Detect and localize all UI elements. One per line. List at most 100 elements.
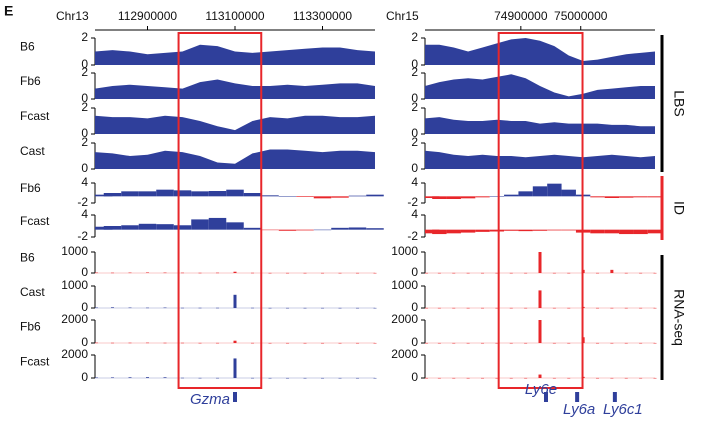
read-bar (286, 342, 289, 344)
gene: Gzma (190, 391, 230, 408)
difference-bar (547, 229, 562, 231)
read-bar (373, 272, 377, 274)
y-tick-label: 2 (81, 135, 88, 149)
coverage-area (425, 117, 655, 134)
y-tick-label: 2 (411, 135, 418, 149)
read-bar (624, 272, 628, 274)
read-bar (181, 377, 184, 379)
read-bar (425, 342, 428, 344)
difference-bar (138, 223, 157, 230)
read-bar (509, 272, 513, 274)
coverage-area (95, 149, 375, 169)
difference-bar (532, 229, 548, 231)
difference-bar (647, 196, 663, 198)
read-bar (552, 342, 556, 344)
difference-bar (103, 226, 122, 230)
read-bar (437, 272, 441, 274)
read-bar (286, 377, 289, 379)
read-bar (373, 342, 377, 344)
y-tick-label: 0 (411, 91, 418, 105)
difference-bar (518, 229, 533, 232)
track-label: Cast (20, 285, 45, 299)
read-bar (425, 272, 428, 274)
difference-bar (504, 194, 519, 197)
read-bar (524, 342, 528, 344)
difference-bar (475, 229, 490, 232)
read-bar (356, 377, 359, 379)
read-bar (198, 272, 202, 274)
read-bar (639, 377, 643, 379)
gene-block (612, 392, 617, 402)
read-bar (624, 342, 628, 344)
difference-bar (432, 196, 447, 199)
read-bar (639, 342, 643, 344)
read-bar (437, 377, 441, 379)
read-bar (321, 377, 324, 379)
difference-bar (633, 196, 648, 198)
y-tick-label: 2 (81, 30, 88, 44)
read-bar (268, 272, 272, 274)
read-bar (128, 342, 132, 344)
read-bar (596, 377, 599, 379)
read-bar (567, 342, 571, 344)
coverage-area (425, 74, 655, 99)
highlight-box (177, 32, 263, 389)
difference-bar (446, 229, 461, 234)
difference-bar (633, 229, 648, 235)
read-bar (163, 307, 167, 309)
y-tick-label: 2000 (391, 347, 418, 361)
read-bar (610, 307, 614, 309)
read-bar (466, 342, 470, 344)
difference-bar (243, 227, 262, 230)
read-bar (639, 272, 643, 274)
read-bar (466, 272, 470, 274)
read-bar (146, 272, 149, 273)
y-tick-label: 0 (81, 335, 88, 349)
read-bar (303, 307, 307, 309)
read-bar (251, 272, 254, 274)
difference-bar (604, 196, 620, 198)
y-tick-label: 1000 (391, 278, 418, 292)
read-bar (495, 377, 499, 379)
y-tick-label: 4 (81, 175, 88, 189)
difference-bar (348, 195, 367, 197)
difference-bar (121, 191, 139, 197)
difference-bar (173, 225, 192, 230)
x-tick-label: 74900000 (494, 9, 548, 23)
read-bar (338, 307, 342, 309)
read-bar (356, 307, 359, 309)
read-bar (233, 271, 237, 273)
coverage-area (425, 38, 655, 65)
read-bar (552, 377, 556, 379)
y-tick-label: 0 (81, 57, 88, 71)
y-tick-label: 0 (411, 335, 418, 349)
read-bar (509, 307, 513, 309)
read-bar (268, 377, 272, 379)
difference-bar (532, 186, 548, 197)
read-bar (466, 377, 470, 379)
gene-block (233, 392, 237, 402)
y-tick-label: -2 (77, 195, 88, 209)
read-bar (538, 290, 542, 308)
y-tick-label: 0 (411, 161, 418, 175)
difference-bar (366, 228, 384, 230)
y-tick-label: -2 (77, 229, 88, 243)
difference-bar (156, 189, 174, 197)
read-bar (233, 358, 237, 378)
read-bar (95, 272, 98, 274)
difference-bar (173, 190, 192, 197)
read-bar (452, 307, 456, 309)
track-label: Fb6 (20, 181, 41, 195)
read-bar (146, 307, 149, 309)
read-bar (639, 307, 643, 309)
difference-bar (296, 196, 314, 197)
y-tick-label: -2 (407, 195, 418, 209)
read-bar (251, 307, 254, 309)
read-bar (181, 272, 184, 274)
read-bar (216, 307, 219, 309)
y-tick-label: 1000 (61, 244, 88, 258)
read-bar (128, 272, 132, 274)
read-bar (268, 307, 272, 309)
gene-block (543, 392, 548, 402)
y-tick-label: 2000 (61, 347, 88, 361)
